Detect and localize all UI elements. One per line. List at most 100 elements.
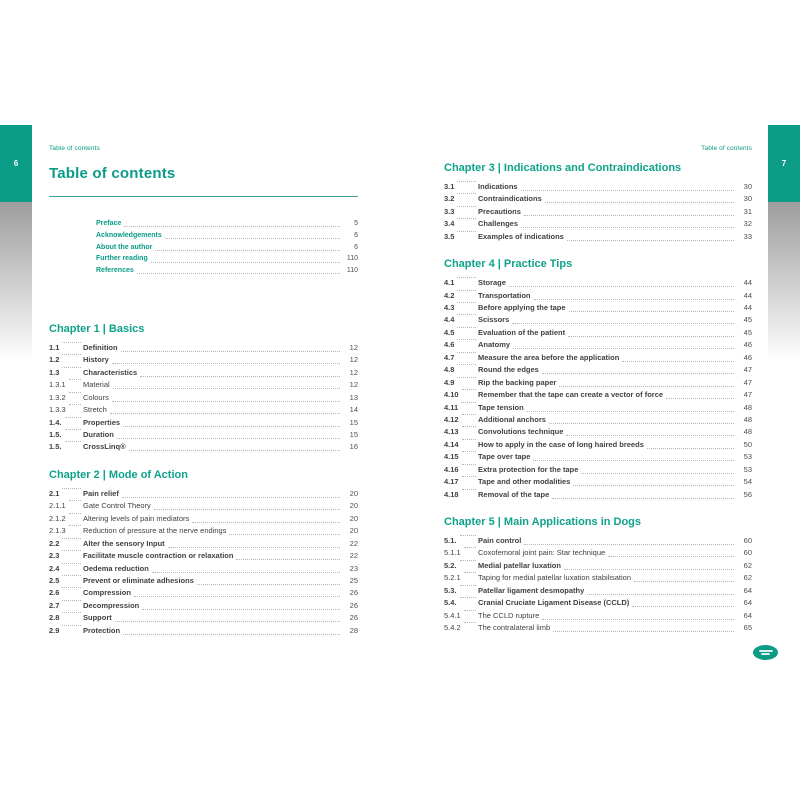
entry-title: Medial patellar luxation [478,560,561,570]
entry-page-number: 47 [743,390,752,400]
dot-leader [581,472,734,474]
dot-leader [457,230,476,232]
toc-row: 4.14 How to apply in the case of long hai… [444,438,752,451]
toc-row: 4.18 Removal of the tape 56 [444,488,752,501]
entry-page-number: 60 [743,536,752,546]
toc-row: 4.13 Convolutions technique 48 [444,426,752,438]
entry-title: How to apply in the case of long haired … [478,439,644,449]
entry-title: Prevent or eliminate adhesions [83,575,194,585]
dot-leader [68,525,81,527]
entry-page-number: 32 [743,219,752,229]
dot-leader [568,311,734,312]
entry-page-number: 22 [349,551,358,561]
entry-title: Taping for medial patellar luxation stab… [478,573,632,583]
section-number: 3.3 [444,205,478,218]
dot-leader [62,624,81,626]
toc-row: 4.12 Additional anchors 48 [444,413,752,426]
dot-leader [151,571,340,573]
entry-page-number: 60 [743,548,752,558]
toc-row: 5.4.1 The CCLD rupture 64 [444,609,752,622]
dot-leader [632,606,734,608]
entry-page-number: 25 [349,575,358,585]
toc-row: 4.10 Remember that the tape can create a … [444,389,752,401]
toc-row: 2.5 Prevent or eliminate adhesions 25 [49,574,358,587]
toc-row: 4.2 Transportation 44 [444,289,752,302]
dot-leader [566,435,734,437]
section-number: 2.6 [49,587,83,599]
dot-leader [123,633,340,635]
section-number: 4.3 [444,302,478,314]
section-number: 4.7 [444,351,478,364]
entry-title: Tape tension [478,402,524,412]
dot-leader [64,429,81,431]
entry-page-number: 44 [743,290,752,300]
toc-row: 1.3.2 Colours 13 [49,391,358,404]
section-number: 4.8 [444,364,478,376]
dot-leader [121,496,340,498]
dot-leader [461,401,476,403]
dot-leader [568,335,734,337]
toc-row: 4.17 Tape and other modalities 54 [444,476,752,488]
toc-row: 5.1.1 Coxofemoral joint pain: Star techni… [444,547,752,560]
toc-row: 3.1 Indications 30 [444,180,752,193]
entry-title: Preface [96,220,122,227]
entry-page-number: 20 [349,526,358,536]
entry-page-number: 26 [349,613,358,623]
dot-leader [459,584,476,586]
dot-leader [587,593,734,595]
toc-row: 1.3 Characteristics 12 [49,366,358,379]
toc-section: Chapter 5 | Main Applications in Dogs 5.1… [444,515,752,635]
dot-leader [68,379,81,381]
entry-page-number: 30 [743,181,752,191]
running-header: Table of contents [701,145,752,152]
entry-page-number: 47 [743,377,752,387]
section-number: 5.4.1 [444,609,478,622]
dot-leader [461,389,476,391]
section-number: 2.1.1 [49,500,83,512]
section-number: 4.4 [444,314,478,326]
page-number-tab-right: 7 [768,125,800,202]
dot-leader [68,512,81,514]
entry-page-number: 53 [743,464,752,474]
toc-row: 2.1.1 Gate Control Theory 20 [49,500,358,512]
entry-page-number: 33 [743,231,752,241]
entry-page-number: 15 [349,430,358,440]
dot-leader [236,559,340,561]
entry-title: Rip the backing paper [478,377,557,387]
dot-leader [461,413,476,415]
entry-title: CrossLinq® [83,442,126,452]
front-matter-row: Preface 5 [96,218,358,230]
dot-leader [68,404,81,406]
chapter-heading: Chapter 5 | Main Applications in Dogs [444,516,642,529]
entry-title: Characteristics [83,367,138,377]
entry-title: Removal of the tape [478,489,550,499]
dot-leader [62,612,81,614]
dot-leader [167,546,340,548]
toc-row: 1.3.3 Stretch 14 [49,404,358,416]
dot-leader [573,485,734,487]
entry-page-number: 22 [349,538,358,548]
dot-leader [114,621,340,623]
section-number: 3.2 [444,193,478,205]
entry-page-number: 50 [743,439,752,449]
entry-page-number: 12 [349,380,358,390]
running-header: Table of contents [49,145,100,152]
entry-page-number: 56 [743,489,752,499]
dot-leader [461,463,476,465]
dot-leader [461,426,476,428]
section-number: 1.4. [49,416,83,429]
dot-leader [457,351,476,353]
toc-row: 5.4. Cranial Cruciate Ligament Disease (C… [444,597,752,609]
entry-title: Properties [83,417,121,427]
section-number: 2.1.3 [49,525,83,537]
dot-leader [520,189,734,191]
dot-leader [62,574,81,576]
toc-row: 4.6 Anatomy 46 [444,339,752,351]
edge-gradient-left [0,202,32,362]
dot-leader [128,450,340,452]
entry-page-number: 6 [354,231,358,239]
entry-title: Cranial Cruciate Ligament Disease (CCLD) [478,598,630,608]
dot-leader [140,375,340,377]
dot-leader [646,447,734,449]
dot-leader [457,364,476,366]
